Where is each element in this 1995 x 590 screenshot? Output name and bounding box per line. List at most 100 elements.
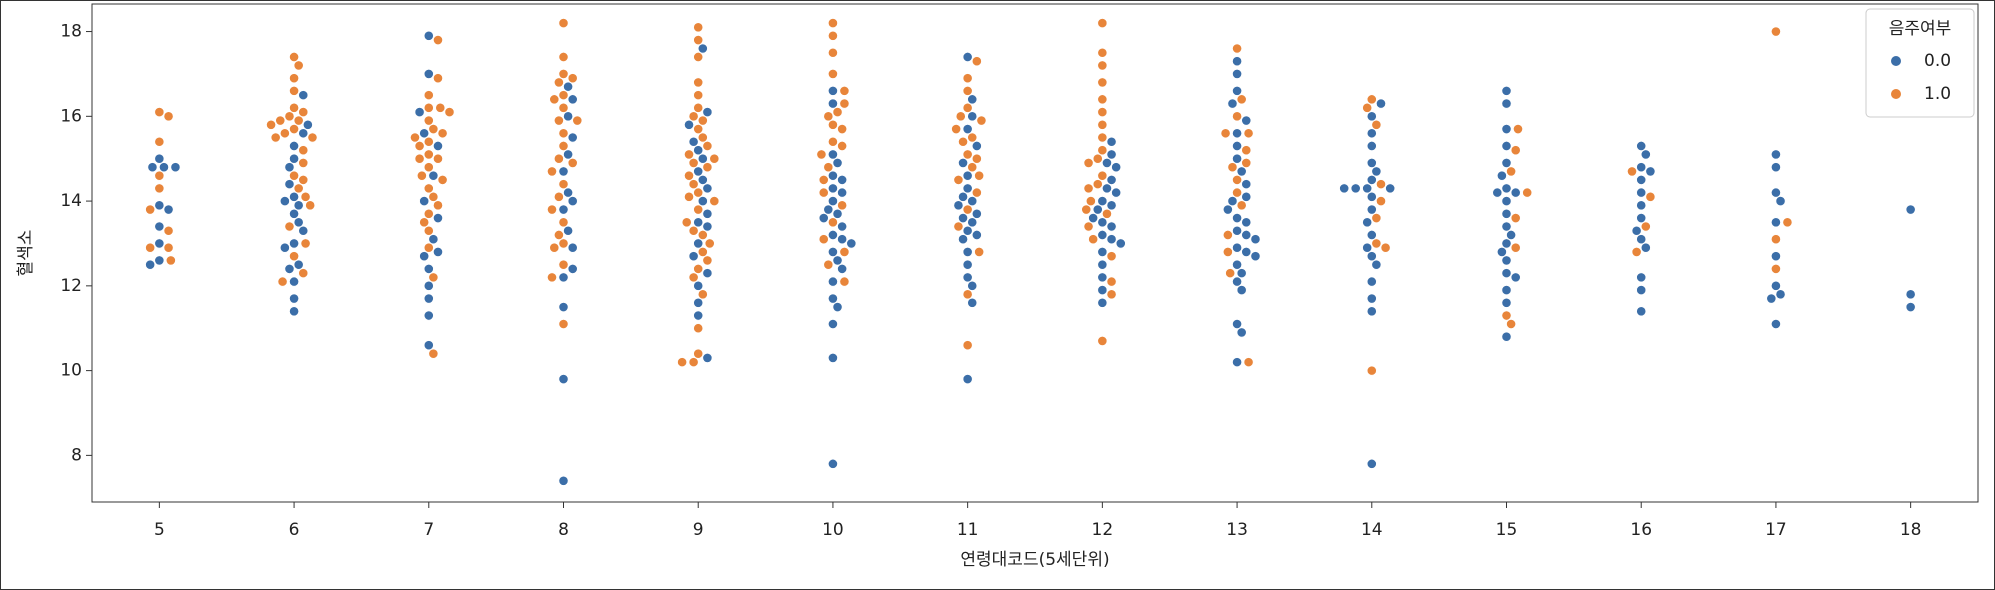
- point: [293, 259, 304, 270]
- point: [1645, 166, 1656, 177]
- point: [298, 174, 309, 185]
- point: [567, 94, 578, 105]
- point: [1241, 115, 1252, 126]
- point: [423, 90, 434, 101]
- point: [693, 52, 704, 62]
- point: [962, 183, 973, 194]
- point: [962, 225, 973, 236]
- point: [154, 183, 165, 194]
- point: [828, 247, 838, 257]
- point: [147, 162, 158, 173]
- point: [289, 102, 299, 113]
- point: [693, 90, 704, 101]
- point: [702, 141, 713, 151]
- point: [1222, 230, 1233, 240]
- point: [1506, 230, 1516, 240]
- point: [289, 52, 299, 62]
- point: [693, 124, 704, 134]
- point: [1232, 259, 1242, 270]
- point: [1097, 259, 1108, 270]
- point: [154, 136, 165, 147]
- point: [1771, 263, 1781, 274]
- point: [433, 247, 443, 257]
- point: [289, 170, 299, 181]
- point: [839, 98, 850, 109]
- point: [1097, 145, 1108, 156]
- point: [832, 255, 843, 266]
- point: [1250, 251, 1261, 262]
- point: [962, 340, 973, 351]
- point: [279, 128, 290, 139]
- point: [1097, 247, 1108, 257]
- point: [1081, 204, 1092, 215]
- point: [962, 289, 973, 300]
- point: [702, 268, 713, 279]
- point: [693, 77, 704, 88]
- point: [558, 259, 569, 270]
- point: [270, 132, 281, 143]
- point: [1366, 293, 1377, 304]
- point: [1636, 141, 1647, 151]
- point: [1106, 200, 1117, 211]
- point: [1097, 107, 1108, 117]
- point: [1501, 221, 1512, 232]
- point: [1106, 149, 1117, 160]
- point: [154, 170, 165, 181]
- point: [558, 272, 569, 283]
- point: [547, 272, 557, 283]
- y-tick-label: 18: [60, 22, 82, 42]
- x-tick-label: 13: [1226, 520, 1248, 540]
- point: [284, 179, 295, 190]
- point: [549, 94, 560, 105]
- point: [693, 204, 704, 215]
- point: [962, 124, 973, 134]
- point: [828, 85, 838, 96]
- point: [962, 102, 973, 113]
- point: [558, 302, 569, 312]
- point: [567, 132, 578, 143]
- point: [298, 225, 309, 236]
- point: [289, 85, 299, 96]
- point: [837, 141, 848, 151]
- point: [837, 187, 848, 198]
- point: [823, 162, 834, 173]
- point: [433, 200, 443, 211]
- point: [1366, 276, 1377, 287]
- point: [567, 158, 578, 168]
- point: [1501, 268, 1512, 279]
- point: [1222, 247, 1233, 257]
- point: [410, 132, 420, 143]
- point: [828, 196, 838, 206]
- point: [145, 242, 156, 253]
- point: [1220, 128, 1231, 139]
- point: [839, 85, 850, 96]
- legend-label: 0.0: [1924, 51, 1951, 71]
- point: [1097, 285, 1108, 295]
- point: [277, 276, 288, 287]
- point: [423, 293, 434, 304]
- point: [702, 255, 713, 266]
- point: [702, 107, 713, 117]
- point: [1232, 85, 1242, 96]
- point: [419, 196, 430, 206]
- point: [967, 162, 978, 173]
- point: [1501, 183, 1512, 194]
- point: [433, 73, 443, 84]
- point: [423, 136, 434, 147]
- point: [697, 196, 708, 206]
- point: [279, 196, 290, 206]
- x-tick-label: 8: [558, 520, 569, 540]
- point: [967, 280, 978, 291]
- point: [163, 111, 174, 122]
- point: [828, 170, 838, 181]
- point: [554, 153, 564, 164]
- point: [837, 234, 848, 245]
- point: [1366, 94, 1377, 105]
- point: [693, 323, 704, 334]
- point: [154, 238, 165, 249]
- y-tick-label: 10: [60, 361, 82, 381]
- point: [971, 230, 982, 240]
- point: [567, 73, 578, 84]
- point: [828, 276, 838, 287]
- point: [1492, 187, 1503, 198]
